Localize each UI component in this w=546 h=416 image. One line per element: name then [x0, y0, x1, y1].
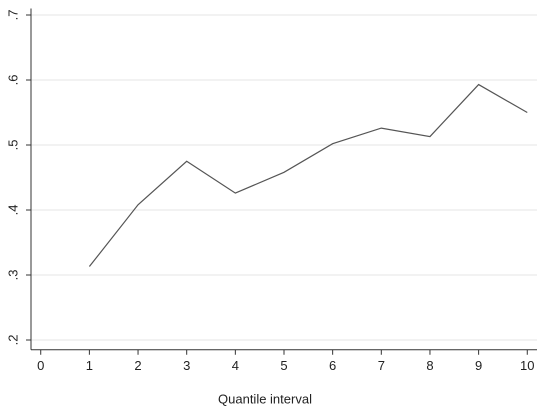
x-tick-label: 7	[378, 358, 385, 373]
x-tick-label: 6	[329, 358, 336, 373]
x-tick-label: 8	[426, 358, 433, 373]
x-axis-label: Quantile interval	[218, 391, 312, 406]
y-tick-label: .3	[5, 270, 20, 281]
x-tick-label: 4	[232, 358, 239, 373]
y-tick-label: .6	[5, 75, 20, 86]
data-line	[88, 83, 528, 267]
x-tick-label: 1	[86, 358, 93, 373]
x-tick-label: 3	[183, 358, 190, 373]
x-tick-label: 2	[134, 358, 141, 373]
x-tick-label: 10	[520, 358, 534, 373]
y-tick-label: .2	[5, 335, 20, 346]
y-tick-label: .7	[5, 10, 20, 21]
x-tick-label: 5	[280, 358, 287, 373]
y-tick-label: .5	[5, 140, 20, 151]
x-tick-label: 0	[37, 358, 44, 373]
x-tick-label: 9	[475, 358, 482, 373]
y-tick-label: .4	[5, 205, 20, 216]
